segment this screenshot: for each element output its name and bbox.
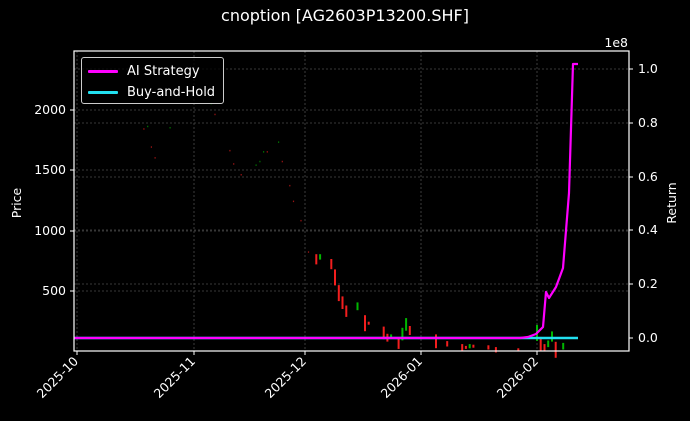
candle bbox=[150, 146, 152, 148]
candle bbox=[214, 113, 216, 116]
gridlines bbox=[74, 51, 629, 351]
x-tick-label: 2026-01 bbox=[378, 354, 426, 402]
left-tick-label: 1500 bbox=[34, 162, 66, 177]
right-tick-label: 0.2 bbox=[638, 276, 658, 291]
x-tick-label: 2025-12 bbox=[262, 354, 310, 402]
candle bbox=[539, 336, 542, 351]
candle bbox=[408, 326, 411, 335]
candle bbox=[487, 345, 490, 350]
legend-label: Buy-and-Hold bbox=[127, 84, 216, 100]
candle bbox=[345, 305, 348, 317]
left-axis-label: Price bbox=[9, 187, 24, 218]
right-tick-label: 1.0 bbox=[638, 61, 658, 76]
left-tick-label: 2000 bbox=[34, 102, 66, 117]
candle bbox=[356, 302, 359, 311]
candle bbox=[464, 345, 467, 349]
legend: AI Strategy Buy-and-Hold bbox=[81, 57, 224, 104]
chart-title: cnoption [AG2603P13200.SHF] bbox=[221, 6, 469, 25]
candle bbox=[240, 174, 242, 176]
candle bbox=[551, 331, 553, 342]
x-tick-label: 2025-10 bbox=[34, 353, 82, 401]
candle bbox=[266, 151, 268, 153]
candle bbox=[169, 127, 171, 129]
right-axis bbox=[629, 68, 633, 339]
candle bbox=[405, 318, 408, 331]
candle bbox=[446, 341, 449, 347]
ai-strategy-line bbox=[74, 62, 578, 340]
right-tick-label: 0.6 bbox=[638, 169, 658, 184]
candle bbox=[300, 219, 302, 222]
candle bbox=[472, 344, 475, 348]
candle bbox=[468, 344, 471, 349]
left-axis bbox=[70, 109, 74, 292]
right-tick-label: 0.8 bbox=[638, 115, 658, 130]
candle bbox=[390, 334, 393, 339]
candle bbox=[315, 254, 318, 265]
x-tick-label: 2026-02 bbox=[494, 354, 542, 402]
candle bbox=[281, 160, 283, 163]
candle bbox=[263, 151, 265, 153]
right-tick-label: 0.4 bbox=[638, 222, 658, 237]
buy-and-hold-swatch-icon bbox=[88, 90, 118, 94]
candle bbox=[562, 342, 565, 350]
candle bbox=[278, 141, 280, 143]
x-axis bbox=[76, 351, 538, 355]
candle bbox=[334, 269, 336, 286]
candle bbox=[289, 184, 291, 187]
candle bbox=[364, 315, 366, 332]
candle bbox=[397, 338, 400, 349]
candle bbox=[337, 285, 340, 302]
candle bbox=[461, 344, 464, 351]
ai-strategy-swatch-icon bbox=[88, 69, 118, 73]
plot-frame bbox=[73, 50, 630, 352]
candle bbox=[233, 163, 235, 165]
legend-item-ai-strategy: AI Strategy bbox=[88, 61, 200, 81]
left-tick-label: 1000 bbox=[34, 223, 66, 238]
candle bbox=[341, 296, 344, 309]
candle bbox=[494, 347, 497, 353]
candle bbox=[292, 200, 295, 203]
candle bbox=[547, 340, 550, 348]
candle bbox=[147, 125, 149, 128]
candle bbox=[435, 334, 437, 349]
candle bbox=[259, 160, 261, 163]
candle bbox=[319, 254, 322, 260]
candle bbox=[307, 251, 310, 253]
left-tick-label: 500 bbox=[42, 283, 66, 298]
legend-label: AI Strategy bbox=[127, 63, 200, 79]
candle bbox=[143, 128, 145, 130]
right-axis-label: Return bbox=[664, 182, 679, 223]
right-tick-label: 0.0 bbox=[638, 330, 658, 345]
candle bbox=[517, 348, 520, 352]
candle bbox=[554, 341, 557, 358]
right-axis-offset: 1e8 bbox=[604, 35, 628, 50]
candle bbox=[382, 326, 385, 340]
legend-item-buy-and-hold: Buy-and-Hold bbox=[88, 82, 215, 102]
candle bbox=[367, 321, 370, 325]
candle bbox=[154, 157, 156, 159]
x-tick-label: 2025-11 bbox=[151, 354, 199, 402]
candle bbox=[330, 259, 333, 270]
candle bbox=[401, 327, 404, 341]
candle bbox=[229, 149, 231, 152]
candle bbox=[255, 164, 257, 166]
candle bbox=[543, 344, 546, 351]
